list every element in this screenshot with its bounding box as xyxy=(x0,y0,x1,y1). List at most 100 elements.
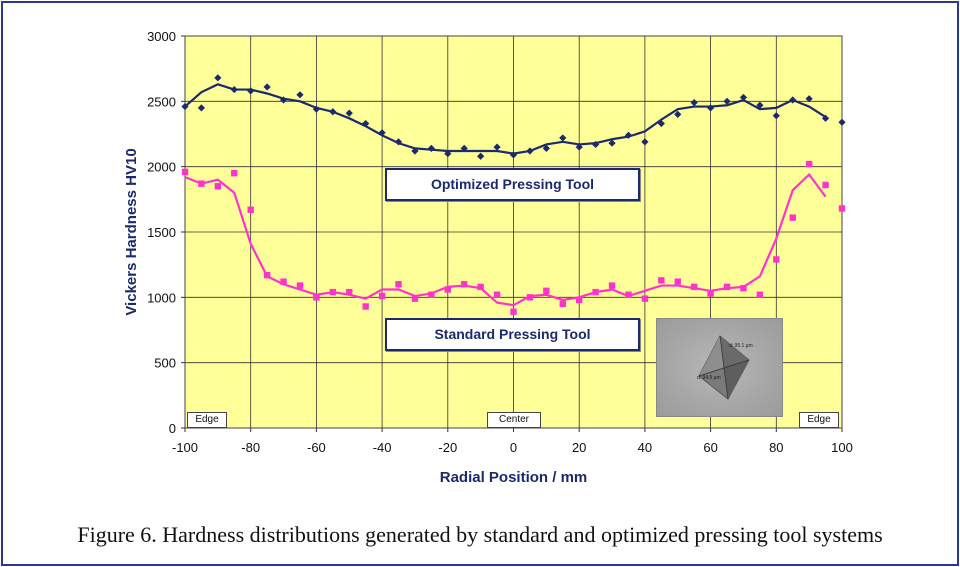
standard-point xyxy=(723,283,731,291)
standard-point xyxy=(395,281,402,288)
plot-border xyxy=(184,35,843,429)
center-label: Center xyxy=(487,412,541,428)
standard-point xyxy=(263,271,271,279)
standard-point xyxy=(231,170,238,177)
optimized-point xyxy=(690,99,698,107)
x-tick-label: 80 xyxy=(769,440,783,455)
standard-point xyxy=(181,168,189,176)
standard-point xyxy=(444,286,451,293)
standard-point xyxy=(477,283,484,291)
optimized-point xyxy=(592,140,600,149)
edge-right-label: Edge xyxy=(799,412,839,428)
x-tick-label: 20 xyxy=(572,440,586,455)
indent-diagonal-2: d: 94.9 µm xyxy=(697,375,721,381)
optimized-point xyxy=(378,129,386,137)
x-tick-label: -100 xyxy=(172,440,198,455)
optimized-point xyxy=(345,109,353,117)
optimized-point xyxy=(739,93,748,102)
optimized-point xyxy=(542,144,550,152)
optimized-point xyxy=(805,95,813,103)
optimized-point xyxy=(838,118,846,126)
y-tick-label: 3000 xyxy=(147,29,176,44)
x-tick-label: -20 xyxy=(438,440,457,455)
standard-point xyxy=(313,294,320,301)
optimized-point xyxy=(723,97,731,105)
optimized-point xyxy=(559,134,567,142)
standard-point xyxy=(461,281,468,288)
y-axis-label: Vickers Hardness HV10 xyxy=(123,148,140,315)
optimized-point xyxy=(608,139,616,147)
figure-caption: Figure 6. Hardness distributions generat… xyxy=(77,522,883,547)
standard-point xyxy=(674,278,681,285)
optimized-point xyxy=(296,91,304,99)
standard-point xyxy=(608,282,616,289)
y-tick-label: 0 xyxy=(169,421,176,436)
x-axis-label: Radial Position / mm xyxy=(440,469,588,486)
standard-point xyxy=(526,294,534,301)
standard-point xyxy=(378,292,386,300)
optimized-point xyxy=(444,150,452,158)
standard-point xyxy=(247,206,254,213)
optimized-point xyxy=(230,85,238,94)
standard-point xyxy=(740,284,747,292)
standard-point xyxy=(822,181,829,189)
optimized-point xyxy=(263,83,271,91)
x-tick-label: -60 xyxy=(307,440,326,455)
optimized-point xyxy=(509,151,518,159)
optimized-point xyxy=(197,104,206,112)
x-tick-label: -80 xyxy=(241,440,260,455)
y-tick-label: 1000 xyxy=(147,290,176,305)
optimized-point xyxy=(821,114,830,122)
legend-optimized: Optimized Pressing Tool xyxy=(385,168,640,201)
standard-point xyxy=(641,295,649,302)
y-tick-label: 500 xyxy=(154,356,176,371)
optimized-point xyxy=(214,74,222,82)
standard-point xyxy=(756,291,764,298)
optimized-point xyxy=(460,144,468,152)
y-tick-label: 1500 xyxy=(147,225,176,240)
optimized-point xyxy=(477,152,485,160)
standard-point xyxy=(773,256,780,263)
standard-point xyxy=(362,303,369,310)
y-tick-label: 2500 xyxy=(147,94,176,109)
optimized-point xyxy=(247,87,255,95)
x-tick-label: 100 xyxy=(831,440,853,455)
optimized-point xyxy=(707,104,715,112)
standard-point xyxy=(329,288,337,296)
standard-point xyxy=(428,291,435,298)
standard-point xyxy=(411,295,419,302)
standard-point xyxy=(214,183,222,190)
standard-point xyxy=(658,277,665,284)
optimized-point xyxy=(329,108,337,116)
x-tick-label: 60 xyxy=(703,440,717,455)
indentation-micrograph: d: 95.1 µm d: 94.9 µm xyxy=(656,318,783,417)
standard-point xyxy=(543,287,550,294)
optimized-point xyxy=(181,102,189,111)
optimized-point xyxy=(641,138,649,146)
optimized-point xyxy=(526,147,534,155)
standard-point xyxy=(510,308,517,315)
optimized-point xyxy=(674,110,682,118)
indentation-shape: d: 95.1 µm d: 94.9 µm xyxy=(697,335,753,400)
standard-point xyxy=(296,282,304,289)
standard-point xyxy=(838,205,846,212)
optimized-point xyxy=(279,96,288,104)
standard-point xyxy=(198,180,205,187)
optimized-point xyxy=(575,143,583,151)
standard-point xyxy=(559,300,566,308)
optimized-trend-line xyxy=(184,83,827,155)
standard-point xyxy=(592,288,599,296)
standard-point xyxy=(690,283,698,291)
x-tick-label: -40 xyxy=(373,440,392,455)
optimized-point xyxy=(657,119,665,128)
x-tick-label: 40 xyxy=(638,440,652,455)
optimized-point xyxy=(427,144,435,152)
optimized-point xyxy=(312,105,320,113)
standard-trend-line xyxy=(184,172,827,307)
standard-point xyxy=(789,214,796,221)
standard-point xyxy=(346,288,353,296)
standard-point xyxy=(493,291,501,298)
standard-point xyxy=(625,291,632,298)
optimized-point xyxy=(394,138,403,146)
